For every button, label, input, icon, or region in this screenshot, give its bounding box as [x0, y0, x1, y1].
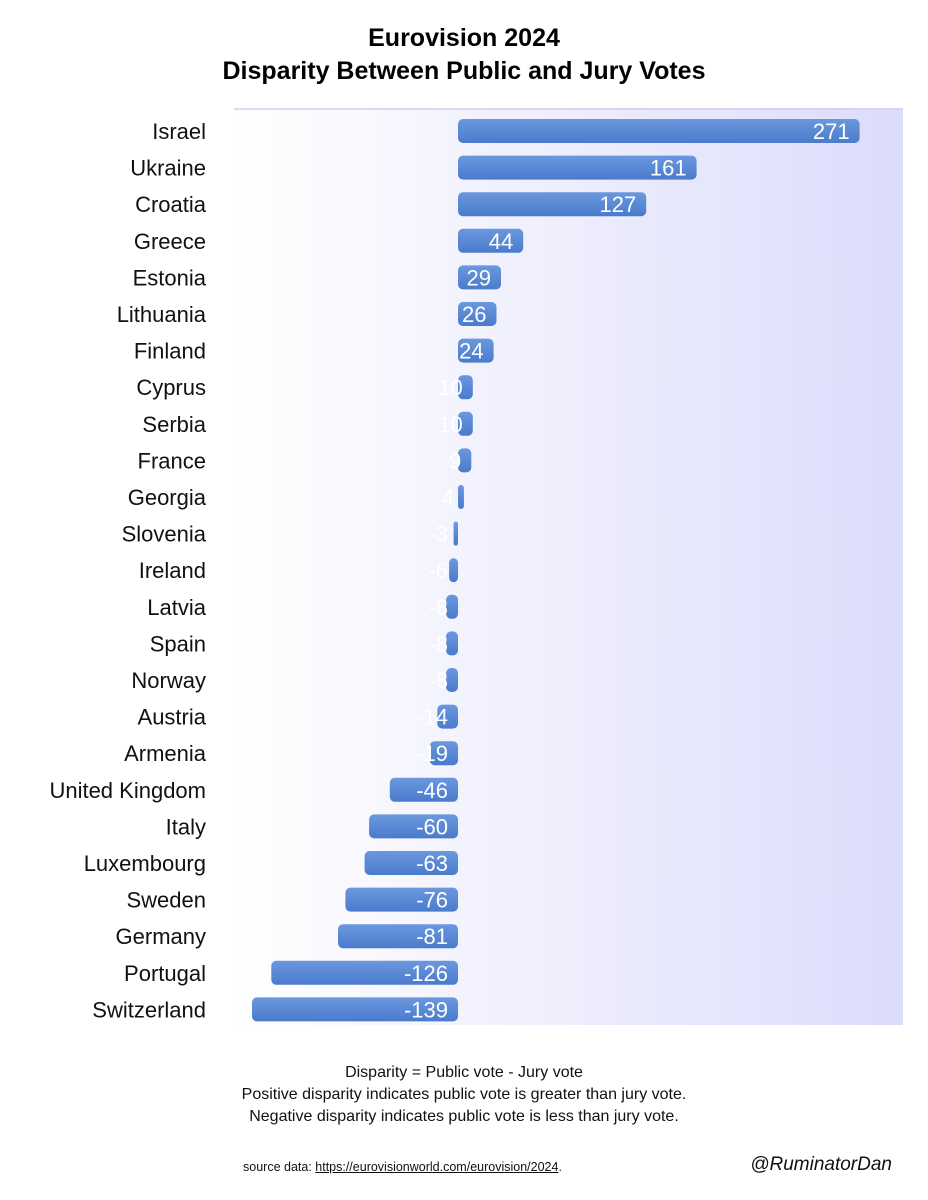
category-label-latvia: Latvia	[147, 595, 206, 620]
bar-germany	[338, 924, 458, 949]
source-note: source data: https://eurovisionworld.com…	[243, 1160, 562, 1174]
bar-italy	[369, 814, 458, 839]
source-prefix: source data:	[243, 1160, 316, 1174]
bar-israel	[458, 119, 860, 143]
data-label-armenia: -19	[416, 741, 448, 766]
data-label-france: 9	[449, 448, 461, 473]
data-label-ireland: -6	[428, 558, 448, 583]
bar-cyprus	[458, 375, 473, 400]
data-label-israel: 271	[813, 119, 850, 144]
category-label-france: France	[138, 448, 206, 473]
category-label-finland: Finland	[134, 339, 206, 364]
bar-portugal	[271, 960, 458, 985]
notes: Disparity = Public vote - Jury vote Posi…	[0, 1062, 928, 1128]
bar-france	[458, 448, 472, 473]
category-label-spain: Spain	[150, 631, 206, 656]
category-label-ukraine: Ukraine	[130, 156, 206, 181]
title-line-1: Eurovision 2024	[368, 24, 560, 52]
data-label-united-kingdom: -46	[416, 778, 448, 803]
category-label-germany: Germany	[116, 924, 206, 949]
bar-switzerland	[252, 997, 458, 1022]
data-label-portugal: -126	[404, 961, 448, 986]
source-suffix: .	[558, 1160, 562, 1174]
bar-united-kingdom	[389, 777, 458, 802]
note-formula: Disparity = Public vote - Jury vote	[345, 1064, 583, 1081]
bar-latvia	[446, 594, 458, 619]
category-label-israel: Israel	[152, 119, 206, 144]
bar-chart: 271 161 127 44 29 26 24 10 10 9 4 -3 -6 -8 -8 -8 -14 -19 -…	[49, 108, 903, 1025]
data-label-lithuania: 26	[462, 302, 486, 327]
data-label-georgia: 4	[442, 485, 454, 510]
data-label-finland: 24	[459, 339, 483, 364]
category-label-portugal: Portugal	[124, 961, 206, 986]
bar-luxembourg	[364, 851, 458, 875]
note-negative: Negative disparity indicates public vote…	[249, 1108, 679, 1125]
bar-finland	[458, 338, 494, 363]
data-label-cyprus: 10	[438, 375, 462, 400]
bar-greece	[458, 228, 524, 253]
bar-slovenia	[453, 521, 458, 546]
title-line-2: Disparity Between Public and Jury Votes	[222, 57, 706, 85]
data-label-spain: -8	[428, 631, 448, 656]
bar-ireland	[449, 558, 458, 583]
data-label-ukraine: 161	[650, 156, 687, 181]
category-label-slovenia: Slovenia	[122, 522, 207, 547]
bar-estonia	[458, 265, 501, 290]
category-label-ireland: Ireland	[139, 558, 206, 583]
data-label-estonia: 29	[467, 265, 491, 290]
note-positive: Positive disparity indicates public vote…	[241, 1086, 687, 1103]
bar-austria	[437, 704, 458, 729]
bar-sweden	[345, 887, 458, 912]
data-label-norway: -8	[428, 668, 448, 693]
category-label-armenia: Armenia	[124, 741, 207, 766]
data-label-austria: -14	[416, 705, 448, 730]
category-label-croatia: Croatia	[135, 192, 207, 217]
bar-norway	[446, 668, 458, 692]
category-label-greece: Greece	[134, 229, 206, 254]
data-label-serbia: 10	[438, 412, 462, 437]
data-label-luxembourg: -63	[416, 851, 448, 876]
data-label-croatia: 127	[599, 192, 636, 217]
category-label-norway: Norway	[131, 668, 206, 693]
category-label-cyprus: Cyprus	[136, 375, 206, 400]
category-label-switzerland: Switzerland	[92, 997, 206, 1022]
bar-serbia	[458, 411, 473, 436]
category-label-lithuania: Lithuania	[117, 302, 207, 327]
data-label-slovenia: -3	[428, 522, 448, 547]
chart-title: Eurovision 2024 Disparity Between Public…	[0, 22, 928, 88]
category-label-austria: Austria	[138, 705, 207, 730]
source-link[interactable]: https://eurovisionworld.com/eurovision/2…	[315, 1160, 559, 1174]
bar-croatia	[458, 192, 647, 217]
data-label-germany: -81	[416, 924, 448, 949]
bar-armenia	[429, 741, 458, 766]
category-label-italy: Italy	[166, 814, 206, 839]
category-label-luxembourg: Luxembourg	[84, 851, 206, 876]
category-label-estonia: Estonia	[133, 265, 207, 290]
category-label-united-kingdom: United Kingdom	[49, 778, 206, 803]
data-label-greece: 44	[489, 229, 513, 254]
bar-ukraine	[458, 155, 697, 180]
category-label-georgia: Georgia	[128, 485, 207, 510]
bar-spain	[446, 631, 458, 656]
data-label-latvia: -8	[428, 595, 448, 620]
data-label-italy: -60	[416, 814, 448, 839]
plot-background	[234, 108, 903, 1025]
bar-lithuania	[458, 302, 497, 326]
author-handle: @RuminatorDan	[750, 1154, 892, 1175]
data-label-sweden: -76	[416, 888, 448, 913]
bar-georgia	[458, 485, 464, 509]
category-label-serbia: Serbia	[142, 412, 206, 437]
data-label-switzerland: -139	[404, 997, 448, 1022]
category-label-sweden: Sweden	[126, 888, 206, 913]
